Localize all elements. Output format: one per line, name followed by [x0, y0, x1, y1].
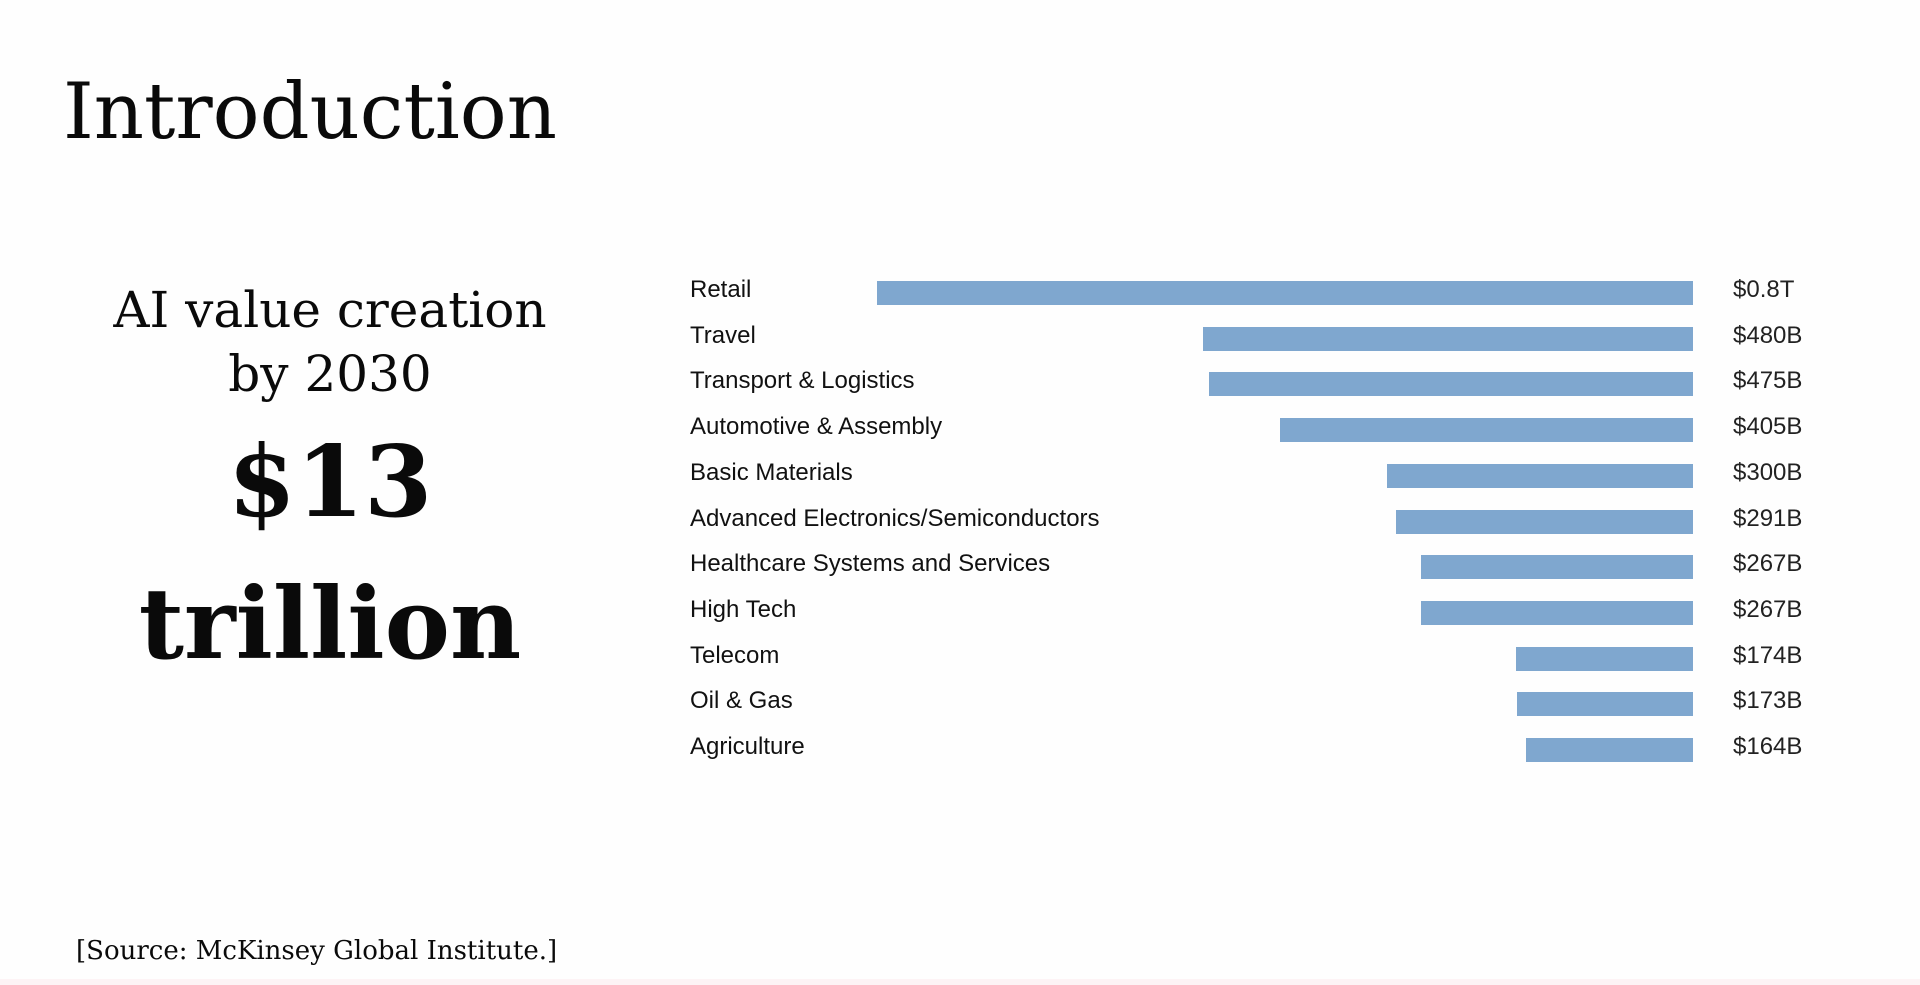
category-label: Transport & Logistics	[690, 367, 915, 395]
value-label: $291B	[1733, 504, 1803, 532]
bar	[1203, 326, 1693, 351]
bar	[1420, 555, 1693, 580]
value-label: $475B	[1733, 367, 1803, 395]
category-label: Automotive & Assembly	[690, 413, 943, 441]
category-label: Agriculture	[690, 733, 805, 760]
value-label: $174B	[1733, 641, 1803, 669]
category-label: Telecom	[690, 641, 780, 669]
bar	[1515, 646, 1693, 671]
value-label: $173B	[1733, 687, 1803, 715]
bar	[1387, 463, 1693, 488]
category-label: Retail	[690, 276, 752, 303]
bar	[1525, 738, 1693, 762]
value-label: $300B	[1733, 458, 1803, 486]
bar	[1279, 418, 1693, 443]
value-label: $267B	[1733, 550, 1803, 578]
value-label: $164B	[1733, 733, 1803, 760]
category-label: High Tech	[690, 595, 797, 623]
category-label: Advanced Electronics/Semiconductors	[690, 504, 1100, 532]
bar	[1516, 692, 1693, 717]
category-label: Oil & Gas	[690, 687, 793, 715]
subtitle-line-2: by 2030	[228, 345, 432, 403]
headline-unit: trillion	[138, 567, 522, 682]
category-label: Basic Materials	[690, 458, 853, 486]
bar	[1396, 509, 1693, 534]
value-label: $0.8T	[1733, 276, 1795, 303]
value-label: $480B	[1733, 321, 1803, 349]
value-label: $267B	[1733, 595, 1803, 623]
category-label: Healthcare Systems and Services	[690, 550, 1051, 578]
category-label: Travel	[690, 321, 756, 349]
headline-panel: AI value creation by 2030 $13 trillion	[60, 278, 600, 690]
bar	[1420, 600, 1693, 625]
bar	[877, 281, 1693, 305]
bar	[1208, 372, 1693, 397]
value-label: $405B	[1733, 413, 1803, 441]
headline-amount: $13	[227, 425, 433, 540]
bottom-border	[0, 979, 1920, 985]
slide-title: Introduction	[63, 67, 557, 157]
source-citation: [Source: McKinsey Global Institute.]	[76, 936, 558, 966]
subtitle-line-1: AI value creation	[113, 281, 547, 339]
